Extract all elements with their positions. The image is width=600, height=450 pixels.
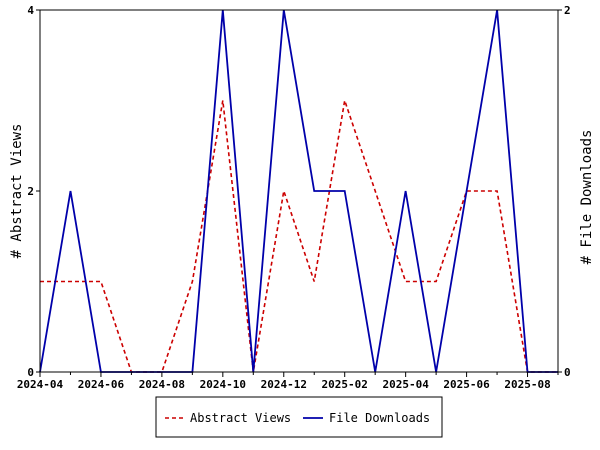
series-line-abstract-views [40, 100, 558, 373]
axes-layer: 2024-04 2024-06 2024-08 2024-10 2024-12 2025-… [17, 4, 571, 391]
x-tick-label: 2025-02 [322, 378, 368, 391]
y-tick-label-right: 0 [564, 366, 571, 379]
x-tick-label: 2024-10 [200, 378, 246, 391]
x-tick-label: 2024-04 [17, 378, 64, 391]
x-tick-label: 2024-06 [78, 378, 125, 391]
y-axis-title-right: # File Downloads [579, 130, 595, 265]
x-tick-label: 2024-12 [261, 378, 307, 391]
x-tick-label: 2025-08 [504, 378, 550, 391]
y-tick-label-left: 2 [27, 185, 34, 198]
y-axis-title-left: # Abstract Views [9, 124, 25, 259]
y-tick-label-left: 0 [27, 366, 34, 379]
x-tick-label: 2025-04 [382, 378, 429, 391]
y-tick-label-left: 4 [27, 4, 34, 17]
x-tick-label: 2024-08 [139, 378, 185, 391]
x-tick-label: 2025-06 [443, 378, 490, 391]
legend-label-abstract-views: Abstract Views [190, 411, 291, 425]
legend: Abstract Views File Downloads [155, 396, 443, 438]
legend-box [155, 396, 443, 438]
legend-label-file-downloads: File Downloads [329, 411, 430, 425]
plot-layer [40, 10, 558, 372]
y-tick-label-right: 2 [564, 4, 571, 17]
plot-area [40, 10, 558, 372]
